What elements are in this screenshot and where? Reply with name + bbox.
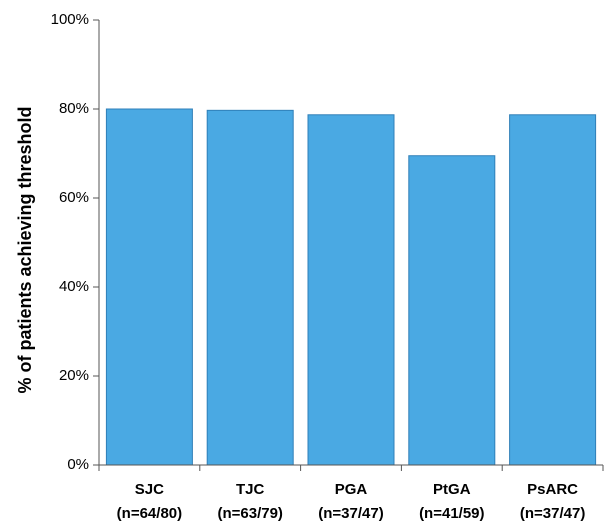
x-axis-ticks bbox=[98, 465, 604, 471]
bar-tjc bbox=[206, 109, 294, 466]
x-category-label: PtGA bbox=[433, 481, 471, 498]
x-category-sublabel: (n=37/47) bbox=[520, 505, 585, 522]
y-tick-label: 60% bbox=[59, 189, 89, 206]
y-tick-label: 40% bbox=[59, 278, 89, 295]
x-category-label: PGA bbox=[335, 481, 368, 498]
y-tick-label: 20% bbox=[59, 367, 89, 384]
y-axis-label: % of patients achieving threshold bbox=[15, 106, 35, 393]
bars-group bbox=[105, 108, 597, 466]
x-category-label: PsARC bbox=[527, 481, 578, 498]
y-tick-label: 80% bbox=[59, 100, 89, 117]
x-category-label: SJC bbox=[135, 481, 164, 498]
x-category-sublabel: (n=41/59) bbox=[419, 505, 484, 522]
bar-pga bbox=[307, 114, 395, 466]
y-tick-label: 100% bbox=[51, 11, 89, 28]
y-tick-label: 0% bbox=[67, 456, 89, 473]
bar-sjc bbox=[105, 108, 193, 466]
y-axis-ticks: 0% 20% 40% 60% 80% 100% bbox=[51, 11, 99, 473]
bar-psarc bbox=[509, 114, 597, 466]
x-category-sublabel: (n=37/47) bbox=[318, 505, 383, 522]
bar-ptga bbox=[408, 155, 496, 466]
x-category-sublabel: (n=64/80) bbox=[117, 505, 182, 522]
x-category-sublabel: (n=63/79) bbox=[217, 505, 282, 522]
x-category-label: TJC bbox=[236, 481, 265, 498]
x-axis-labels: SJC (n=64/80) TJC (n=63/79) PGA (n=37/47) PtGA… bbox=[117, 481, 586, 522]
